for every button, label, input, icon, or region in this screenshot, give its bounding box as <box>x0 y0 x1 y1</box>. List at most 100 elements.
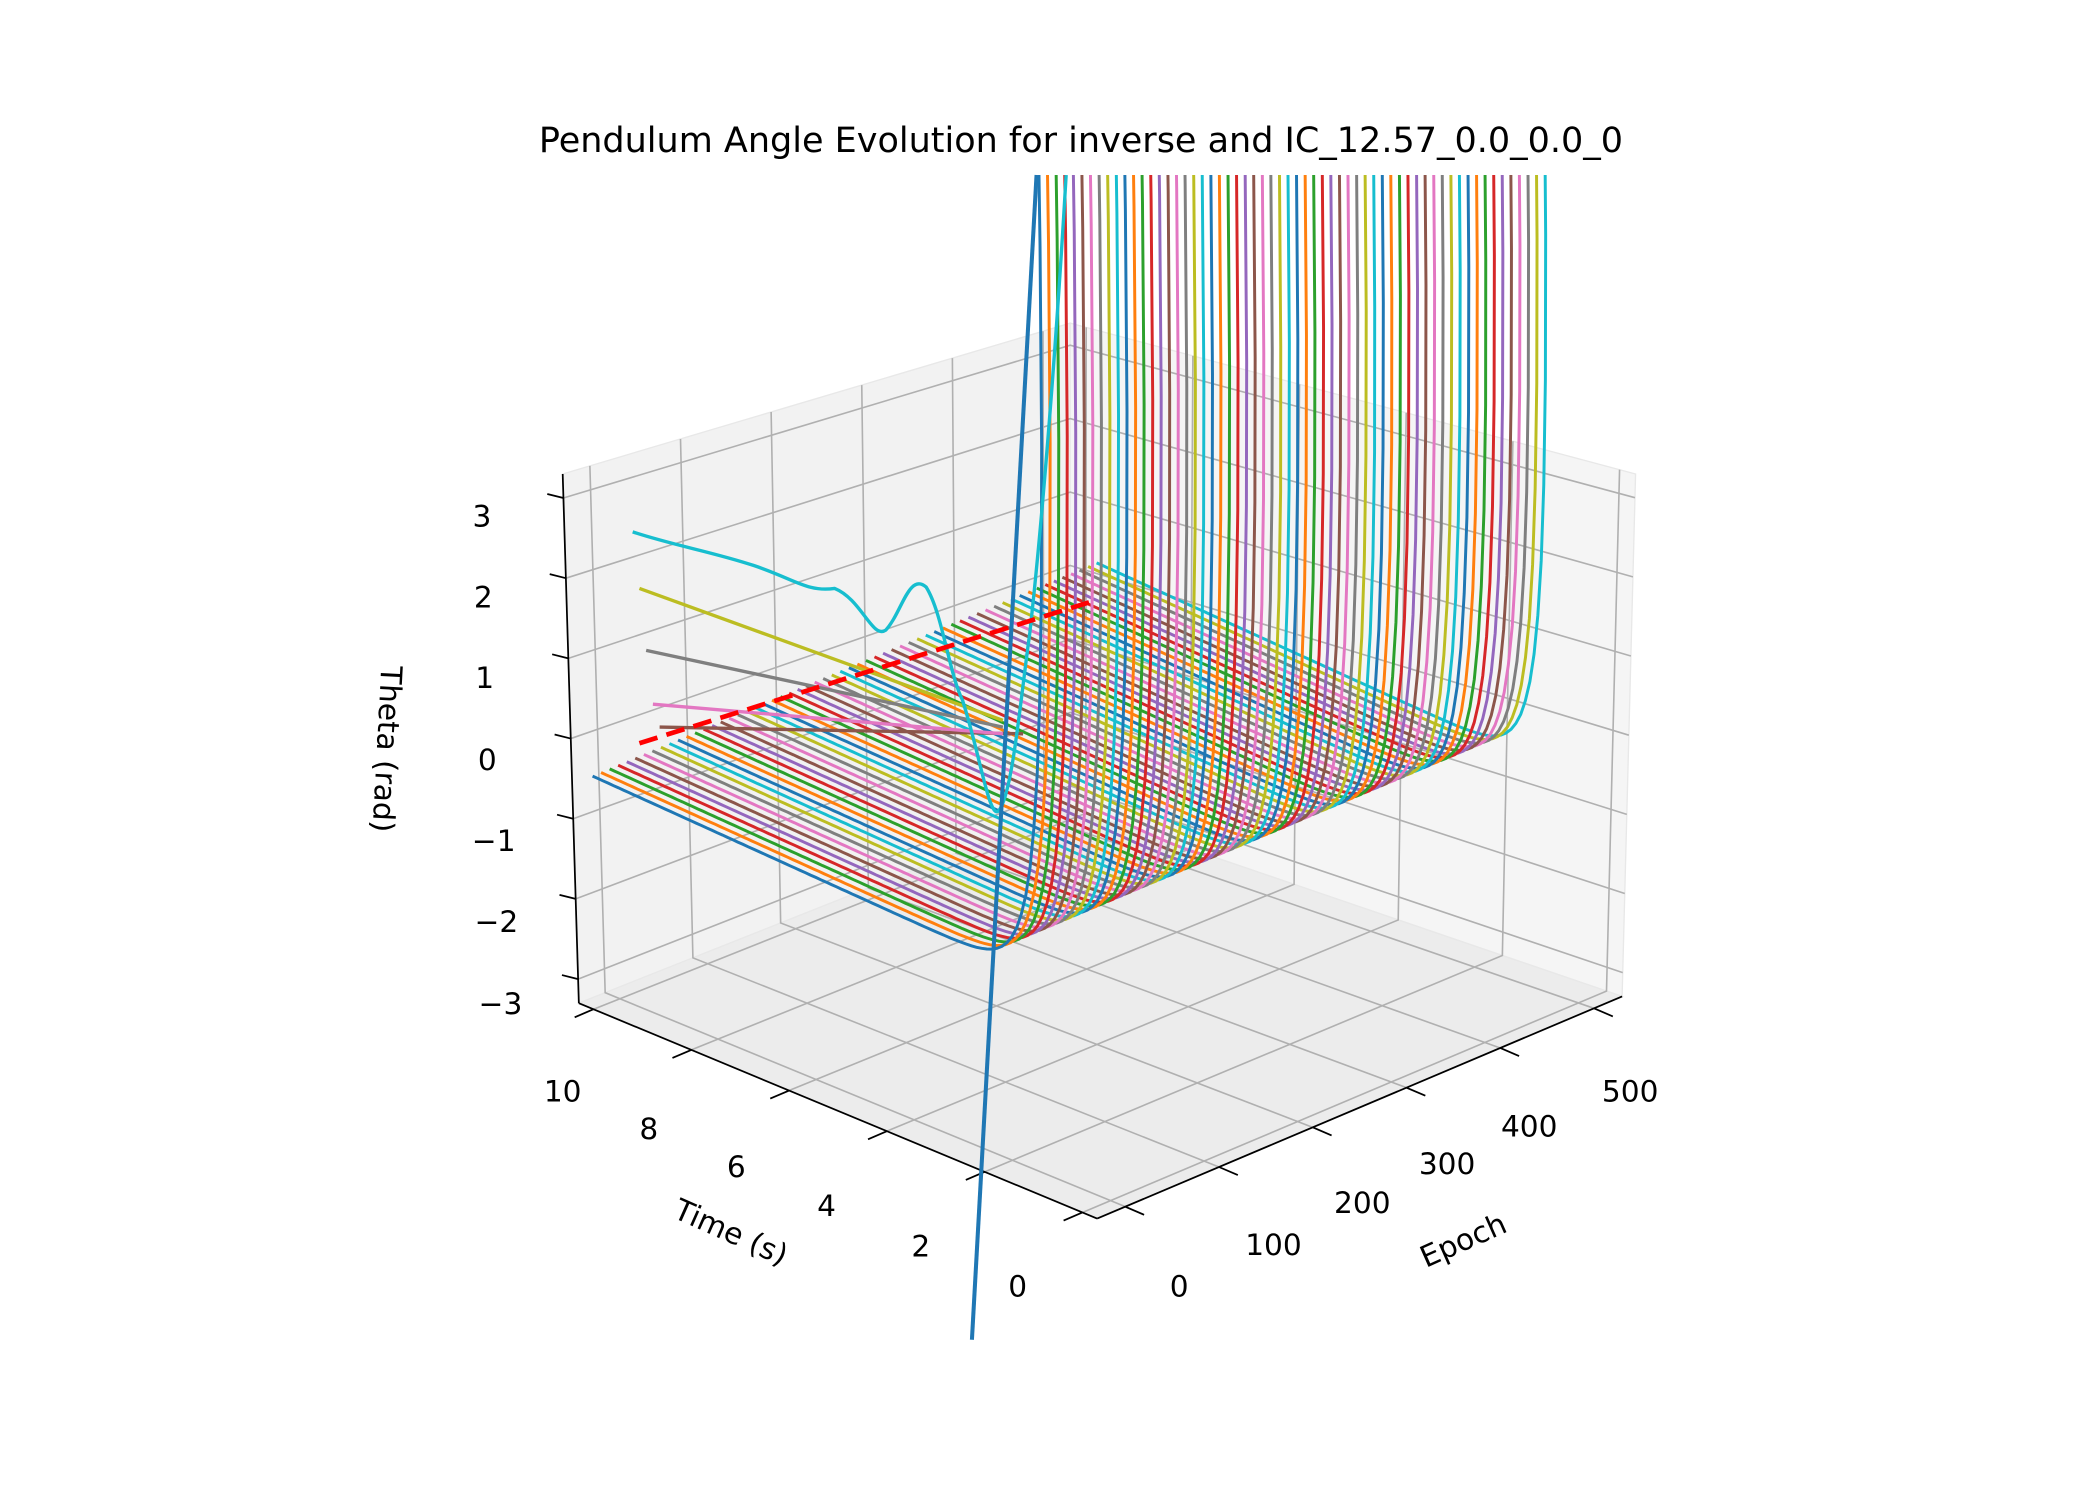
x-tick-mark <box>769 1089 790 1100</box>
epoch-curve <box>728 175 1180 893</box>
epoch-curve <box>617 175 1069 940</box>
epoch-curve <box>771 175 1223 875</box>
epoch-curve <box>677 175 1129 915</box>
epoch-curve <box>899 175 1351 821</box>
y-tick-mark <box>1406 1086 1426 1097</box>
z-axis-label: Theta (rad) <box>366 664 409 833</box>
epoch-curve <box>908 175 1360 817</box>
time-grid-line <box>886 412 1408 1132</box>
time-grid-line <box>984 441 1514 1173</box>
epoch-curve <box>737 175 1189 890</box>
z-tick-label: 2 <box>474 580 493 614</box>
epoch-curve <box>685 175 1138 911</box>
epoch-curve <box>933 175 1385 807</box>
z-tick-label: −1 <box>472 824 516 858</box>
x-tick-label: 2 <box>911 1229 930 1263</box>
epoch-curve <box>779 175 1232 872</box>
epoch-curve <box>762 175 1214 879</box>
time-axis-line <box>578 1002 1098 1220</box>
red-dashed-reference-line <box>638 599 1092 746</box>
gray-curve <box>645 648 1004 729</box>
y-tick-mark <box>1124 1205 1145 1216</box>
epoch-curve <box>600 175 1052 947</box>
y-tick-mark <box>1312 1126 1332 1137</box>
z-tick-label: 3 <box>473 499 492 533</box>
time-grid-line <box>1082 469 1621 1214</box>
epoch-curve <box>916 175 1368 814</box>
epoch-curve <box>1010 175 1462 774</box>
epoch-curve <box>1053 175 1505 756</box>
chart-title: Pendulum Angle Evolution for inverse and… <box>539 121 1623 161</box>
epoch-curve <box>694 175 1146 908</box>
epoch-curve <box>745 175 1197 886</box>
epoch-curve <box>865 175 1317 835</box>
y-tick-label: 300 <box>1419 1147 1476 1181</box>
epoch-curve <box>942 175 1394 803</box>
epoch-axis-line <box>1096 995 1623 1220</box>
epoch-curve <box>1019 175 1471 770</box>
z-tick-mark <box>554 733 571 740</box>
epoch-curve <box>984 175 1437 785</box>
epoch-curve <box>754 175 1206 882</box>
epoch-grid-line <box>679 438 1220 1168</box>
epoch-curve <box>660 175 1112 922</box>
z-tick-mark <box>547 493 564 499</box>
x-tick-mark <box>672 1049 692 1059</box>
z-tick-mark <box>556 813 574 820</box>
epoch-curve <box>591 175 1044 951</box>
epoch-curve <box>797 175 1249 864</box>
z-tick-mark <box>551 653 569 660</box>
curve-group <box>591 175 1548 951</box>
epoch-curve <box>959 175 1411 796</box>
cyan-curve <box>632 175 1068 814</box>
y-tick-label: 100 <box>1245 1228 1302 1262</box>
epoch-curve <box>1001 175 1454 778</box>
epoch-curve <box>1036 175 1488 763</box>
y-tick-label: 500 <box>1602 1074 1659 1108</box>
epoch-curve <box>643 175 1095 929</box>
epoch-curve <box>848 175 1300 843</box>
y-tick-label: 400 <box>1501 1109 1558 1143</box>
epoch-curve <box>651 175 1103 926</box>
epoch-curve <box>976 175 1428 788</box>
epoch-grid-line <box>770 412 1314 1129</box>
theta-grid-line <box>563 344 1636 499</box>
x-tick-label: 10 <box>544 1074 582 1108</box>
epoch-curve <box>668 175 1121 919</box>
epoch-curve <box>814 175 1266 857</box>
z-tick-mark <box>549 573 567 580</box>
epoch-curve <box>967 175 1419 792</box>
z-tick-label: −3 <box>479 987 523 1021</box>
y-tick-mark <box>1218 1166 1239 1176</box>
y-tick-mark <box>1593 1007 1614 1018</box>
epoch-curve <box>882 175 1334 828</box>
theta-grid-line <box>568 491 1632 660</box>
epoch-curve <box>950 175 1402 799</box>
x-tick-label: 0 <box>1008 1270 1027 1304</box>
epoch-curve <box>1027 175 1479 767</box>
epoch-curve <box>831 175 1283 850</box>
epoch-curve <box>925 175 1377 810</box>
epoch-curve <box>626 175 1078 937</box>
epoch-curve <box>1087 175 1539 741</box>
epoch-curve <box>609 175 1061 944</box>
epoch-grid-line <box>951 358 1501 1049</box>
epoch-curve <box>1044 175 1496 760</box>
epoch-curve <box>856 175 1308 839</box>
z-tick-label: 0 <box>478 743 497 777</box>
z-tick-mark <box>561 974 579 980</box>
epoch-curve <box>703 175 1155 904</box>
theta-grid-line <box>565 417 1634 579</box>
x-tick-label: 4 <box>817 1189 836 1223</box>
x-tick-mark <box>867 1130 888 1141</box>
epoch-curve <box>1070 175 1522 749</box>
x-tick-label: 6 <box>727 1150 746 1184</box>
epoch-curve <box>890 175 1343 825</box>
z-tick-mark <box>559 894 576 900</box>
x-tick-mark <box>574 1008 594 1019</box>
epoch-grid-line <box>860 385 1407 1089</box>
epoch-curve <box>1078 175 1531 745</box>
epoch-curve <box>1095 175 1548 738</box>
epoch-curve <box>822 175 1274 854</box>
